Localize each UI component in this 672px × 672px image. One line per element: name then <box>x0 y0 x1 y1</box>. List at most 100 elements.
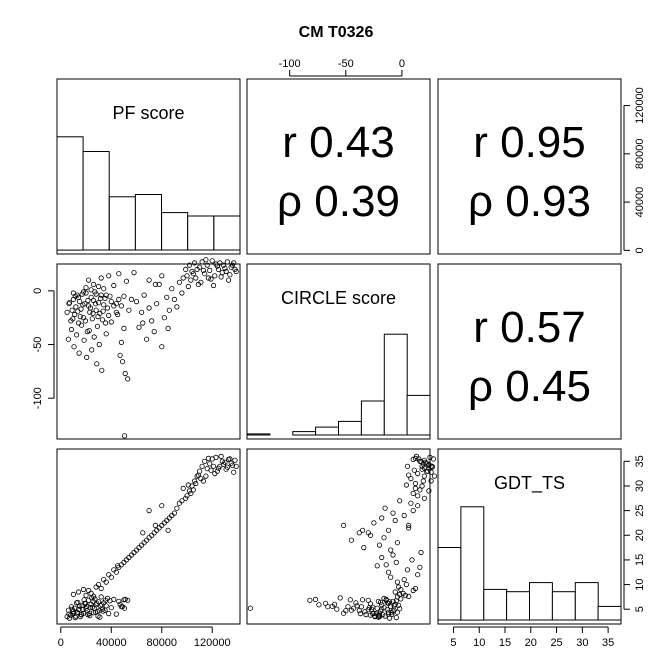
point-2-0-151 <box>231 469 237 475</box>
tick-label-pf-v-3: 120000 <box>634 87 646 124</box>
point-1-0-123 <box>186 262 193 268</box>
point-1-0-8 <box>75 320 82 326</box>
hist-bar-gdt-1 <box>460 506 485 621</box>
point-1-0-30 <box>103 331 109 337</box>
point-1-0-94 <box>120 359 126 365</box>
point-1-0-145 <box>203 257 209 263</box>
hist-bar-pf-0 <box>56 136 84 251</box>
corr-rho-0: ρ 0.39 <box>277 177 400 226</box>
point-2-1-53 <box>377 608 384 614</box>
tick-label-circle-h-2: 0 <box>399 58 405 70</box>
point-1-0-139 <box>227 272 233 278</box>
tick-label-circle-v-0: -100 <box>32 387 44 409</box>
point-2-1-163 <box>419 463 425 469</box>
point-2-1-145 <box>431 473 438 479</box>
point-1-0-61 <box>81 337 87 343</box>
point-1-0-93 <box>117 352 123 358</box>
point-1-0-79 <box>103 292 109 298</box>
point-1-0-113 <box>146 277 152 283</box>
point-2-1-143 <box>412 480 418 487</box>
point-1-0-150 <box>228 264 234 270</box>
point-1-0-38 <box>118 339 125 345</box>
point-2-0-112 <box>169 512 175 519</box>
point-1-0-65 <box>91 334 97 340</box>
point-2-1-126 <box>421 473 427 479</box>
point-2-1-114 <box>406 522 412 529</box>
point-2-0-36 <box>113 611 119 617</box>
point-2-0-96 <box>125 597 131 603</box>
point-2-0-152 <box>180 485 186 491</box>
point-1-0-121 <box>165 325 171 331</box>
point-1-0-101 <box>141 292 147 298</box>
point-2-0-131 <box>207 461 213 467</box>
point-2-0-150 <box>228 460 234 466</box>
hist-bar-pf-5 <box>187 215 215 251</box>
point-1-0-102 <box>144 336 150 342</box>
point-1-0-58 <box>74 332 80 338</box>
corr-rho-1: ρ 0.93 <box>468 177 591 226</box>
point-2-1-94 <box>325 604 331 610</box>
point-1-0-28 <box>101 302 107 308</box>
point-2-0-159 <box>210 463 217 469</box>
point-1-0-116 <box>171 296 177 302</box>
point-1-0-89 <box>126 307 132 313</box>
point-1-0-98 <box>133 298 140 305</box>
hist-bar-gdt-5 <box>551 591 576 621</box>
hist-bar-circle-4 <box>338 420 362 436</box>
tick-label-gdt-h-3: 20 <box>525 637 537 649</box>
point-1-0-106 <box>154 301 160 307</box>
point-2-1-51 <box>372 613 378 619</box>
point-2-0-158 <box>205 455 211 461</box>
corr-r-0: r 0.43 <box>282 118 395 167</box>
panel-frame-2-1 <box>246 448 431 625</box>
point-2-0-142 <box>188 490 194 496</box>
panel-frame-1-2 <box>437 263 622 440</box>
variable-label-circle: CIRCLE score <box>281 288 396 308</box>
point-1-0-115 <box>159 273 165 279</box>
point-1-0-131 <box>207 267 213 273</box>
point-2-0-75 <box>91 593 97 600</box>
point-1-0-57 <box>71 344 77 350</box>
point-1-0-22 <box>93 307 99 313</box>
point-2-1-90 <box>390 552 396 558</box>
tick-label-pf-h-3: 120000 <box>194 637 231 649</box>
point-2-1-93 <box>331 601 338 607</box>
hist-bar-pf-2 <box>108 196 136 251</box>
tick-label-gdt-v-5: 30 <box>634 480 646 492</box>
point-1-0-122 <box>184 273 190 279</box>
point-2-0-156 <box>195 472 201 478</box>
point-2-0-55 <box>65 607 72 613</box>
point-2-1-133 <box>415 470 421 477</box>
point-1-0-18 <box>88 294 94 300</box>
panels: PF score CIRCLE score GDT_TS r 0.43 ρ 0.39 r … <box>32 58 646 649</box>
point-2-0-113 <box>146 507 152 514</box>
point-1-0-90 <box>128 296 135 302</box>
point-2-1-159 <box>404 463 411 469</box>
point-1-0-34 <box>108 319 114 325</box>
point-2-1-96 <box>307 597 313 603</box>
point-2-0-76 <box>86 587 92 594</box>
tick-label-pf-h-0: 0 <box>58 637 64 649</box>
point-2-1-48 <box>381 605 387 611</box>
point-2-1-68 <box>316 602 322 608</box>
point-2-1-118 <box>408 500 414 506</box>
point-2-1-112 <box>401 512 407 519</box>
point-1-0-14 <box>83 290 89 296</box>
point-1-0-54 <box>103 320 109 326</box>
point-2-0-104 <box>149 532 155 538</box>
point-1-0-10 <box>78 306 84 312</box>
point-1-0-148 <box>218 274 224 280</box>
point-1-0-68 <box>99 367 105 373</box>
point-2-0-35 <box>111 596 117 603</box>
point-2-1-84 <box>404 567 411 573</box>
point-2-0-37 <box>116 598 122 604</box>
point-2-1-119 <box>397 498 403 504</box>
tick-label-circle-v-2: 0 <box>32 288 44 294</box>
point-2-0-66 <box>94 600 100 606</box>
point-1-0-96 <box>125 376 131 382</box>
point-2-1-74 <box>395 584 402 590</box>
point-1-0-111 <box>166 307 172 313</box>
point-2-0-71 <box>80 586 87 593</box>
point-2-0-42 <box>72 614 78 621</box>
point-1-0-133 <box>212 273 218 279</box>
